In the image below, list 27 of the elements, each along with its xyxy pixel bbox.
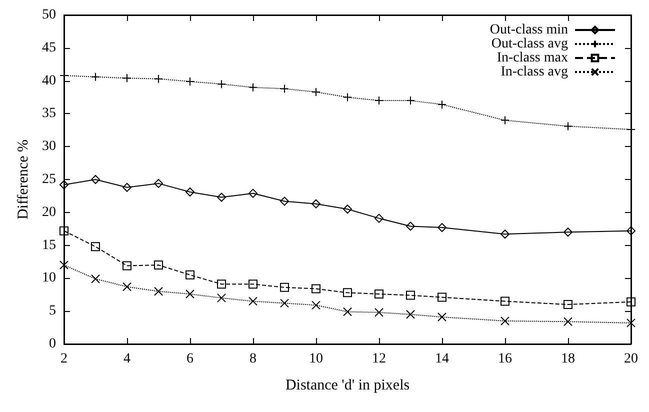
- x-tick-label: 8: [250, 352, 256, 366]
- y-tick-label: 20: [42, 204, 56, 220]
- y-tick-label: 30: [42, 139, 56, 154]
- x-axis-title: Distance 'd' in pixels: [285, 378, 410, 394]
- x-tick-label: 6: [186, 352, 194, 366]
- x-tick-label: 4: [124, 352, 130, 366]
- x-tick-label: 2: [60, 352, 68, 366]
- y-tick-label: 25: [42, 172, 56, 187]
- y-axis-title: Difference %: [16, 139, 32, 220]
- y-tick-label: 45: [42, 40, 56, 56]
- y-tick-label: 50: [42, 8, 56, 22]
- y-tick-label: 35: [42, 106, 56, 122]
- legend-label: Out-class avg: [491, 36, 568, 52]
- y-tick-label: 40: [42, 73, 56, 88]
- y-tick-label: 10: [42, 270, 56, 286]
- legend-label: In-class max: [496, 50, 568, 66]
- y-tick-label: 5: [49, 304, 56, 319]
- x-tick-label: 10: [309, 352, 323, 366]
- x-tick-label: 18: [561, 352, 575, 366]
- y-tick-label: 0: [49, 336, 56, 352]
- legend-label: Out-class min: [490, 22, 568, 38]
- x-tick-label: 14: [435, 352, 449, 366]
- x-tick-label: 16: [498, 352, 512, 366]
- legend-label: In-class avg: [500, 64, 568, 80]
- x-tick-label: 20: [624, 352, 638, 366]
- x-tick-label: 12: [372, 352, 386, 366]
- y-tick-label: 15: [42, 238, 56, 253]
